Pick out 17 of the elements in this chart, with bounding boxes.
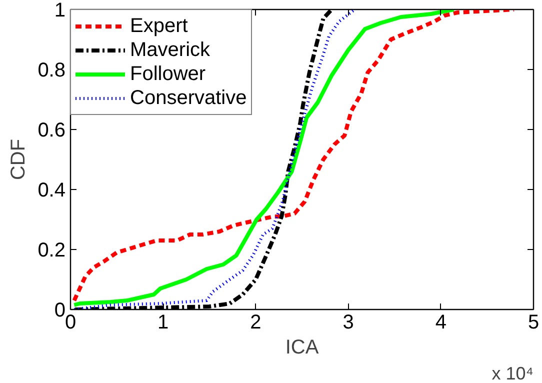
y-tick-label: 0.4 xyxy=(38,180,66,202)
legend-label: Follower xyxy=(130,62,206,86)
x-tick-label: 2 xyxy=(250,312,262,334)
x-tick-label: 3 xyxy=(342,312,354,334)
x-axis-title: ICA xyxy=(285,336,320,358)
x-tick-label: 1 xyxy=(158,312,169,334)
y-axis-title: CDF xyxy=(8,138,30,180)
legend-label: Maverick xyxy=(130,38,210,62)
y-tick-label: 0.2 xyxy=(38,240,66,262)
y-tick-label: 0.8 xyxy=(38,60,66,82)
y-tick-label: 1 xyxy=(54,0,66,22)
x-tick-label: 4 xyxy=(435,312,446,334)
y-tick-label: 0.6 xyxy=(38,120,66,142)
legend-label: Conservative xyxy=(130,86,247,110)
x-tick-label: 5 xyxy=(528,312,540,334)
legend-label: Expert xyxy=(130,14,188,38)
text: x 10⁴ xyxy=(492,364,534,383)
